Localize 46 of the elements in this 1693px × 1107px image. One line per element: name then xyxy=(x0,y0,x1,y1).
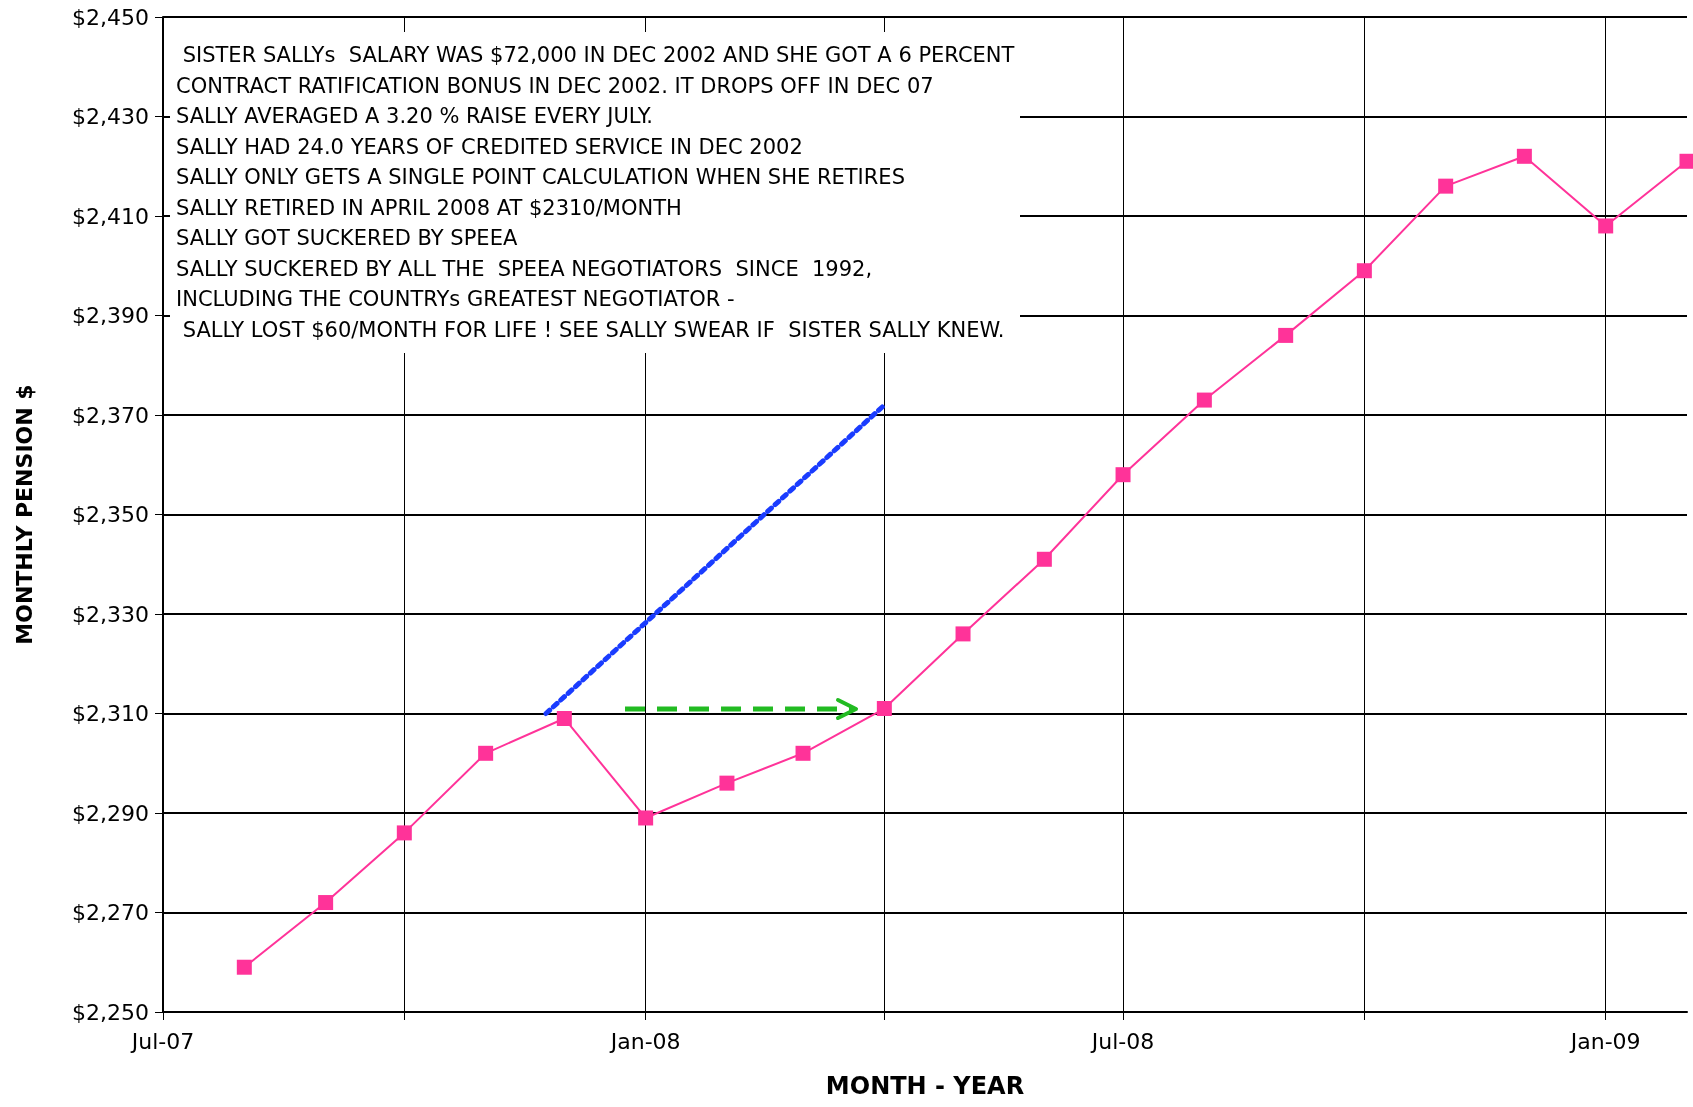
point xyxy=(955,626,971,642)
point xyxy=(1036,551,1052,567)
point xyxy=(876,701,892,717)
point xyxy=(1278,327,1294,343)
y-tick-label: $2,250 xyxy=(72,999,149,1025)
point xyxy=(1438,178,1454,194)
y-tick-label: $2,410 xyxy=(72,203,149,229)
point xyxy=(556,710,572,726)
point xyxy=(1679,153,1693,169)
y-tick-label: $2,330 xyxy=(72,601,149,627)
annotation: CONTRACT RATIFICATION BONUS IN DEC 2002. IT DROPS OFF IN DEC 07 xyxy=(176,72,935,100)
annotation: INCLUDING THE COUNTRYs GREATEST NEGOTIATOR - xyxy=(176,286,736,313)
point xyxy=(719,775,735,791)
y-tick-label: $2,270 xyxy=(72,900,149,925)
annotation: SALLY HAD 24.0 YEARS OF CREDITED SERVICE IN DEC 2002 xyxy=(176,133,804,161)
y-tick-label: $2,370 xyxy=(72,402,149,428)
annotation: SALLY SUCKERED BY ALL THE SPEEA NEGOTIATORS SINCE 1992, xyxy=(176,255,874,283)
x-tick-label: Jan-09 xyxy=(1568,1028,1641,1054)
point xyxy=(396,825,412,841)
annotation: SALLY GOT SUCKERED BY SPEEA xyxy=(176,225,519,252)
point xyxy=(236,959,252,975)
point xyxy=(1598,218,1614,234)
annotation: SISTER SALLYs SALARY WAS $72,000 IN DEC 2002 AND SHE GOT A 6 PERCENT xyxy=(181,42,1015,69)
point xyxy=(795,745,811,761)
x-tick-label: Jul-07 xyxy=(129,1028,195,1054)
y-tick-label: $2,390 xyxy=(72,303,149,328)
x-axis-title: MONTH - YEAR xyxy=(825,1072,1025,1100)
point xyxy=(1196,392,1212,408)
annotation: SALLY RETIRED IN APRIL 2008 AT $2310/MONTH xyxy=(176,194,683,222)
point xyxy=(638,810,654,826)
point xyxy=(1516,148,1532,164)
y-tick-label: $2,290 xyxy=(72,800,149,826)
point xyxy=(1356,263,1372,279)
y-axis-title: MONTHLY PENSION $ xyxy=(11,384,37,645)
point xyxy=(318,895,334,911)
y-tick-label: $2,450 xyxy=(72,4,149,30)
x-tick-label: Jan-08 xyxy=(608,1028,681,1054)
y-tick-label: $2,350 xyxy=(72,502,149,527)
annotation: SALLY ONLY GETS A SINGLE POINT CALCULATION WHEN SHE RETIRES xyxy=(176,164,906,191)
annotation: SALLY AVERAGED A 3.20 % RAISE EVERY JULY. xyxy=(176,103,655,130)
y-tick-label: $2,310 xyxy=(72,701,149,726)
x-tick-label: Jul-08 xyxy=(1089,1028,1155,1054)
annotation: SALLY LOST $60/MONTH FOR LIFE ! SEE SALLY SWEAR IF SISTER SALLY KNEW. xyxy=(181,316,1006,344)
point xyxy=(478,745,494,761)
y-tick-label: $2,430 xyxy=(72,104,149,129)
point xyxy=(1115,467,1131,483)
